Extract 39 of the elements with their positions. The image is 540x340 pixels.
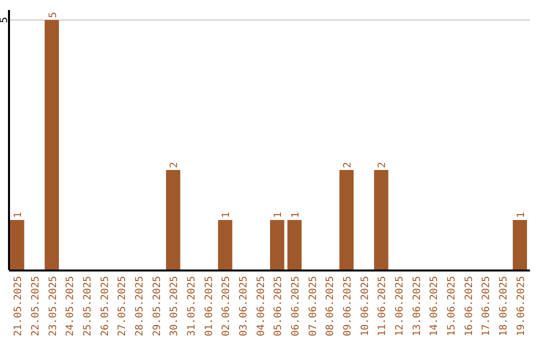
data-label: 1 — [221, 212, 232, 218]
x-tick-label: 13.06.2025 — [412, 276, 423, 336]
x-tick-label: 31.05.2025 — [186, 276, 198, 336]
x-tick-label: 03.06.2025 — [238, 276, 250, 336]
x-tick-label: 15.06.2025 — [446, 276, 458, 336]
x-tick-label: 02.06.2025 — [221, 276, 232, 336]
x-tick-label: 21.05.2025 — [13, 276, 24, 336]
x-tick-label: 01.06.2025 — [204, 276, 215, 336]
data-label: 1 — [13, 212, 24, 218]
x-tick-label: 06.06.2025 — [290, 276, 302, 336]
data-label: 2 — [377, 162, 388, 168]
x-tick-label: 08.06.2025 — [325, 276, 336, 336]
x-tick-label: 10.06.2025 — [360, 276, 371, 336]
x-tick-label: 25.05.2025 — [82, 276, 94, 336]
data-label: 1 — [516, 212, 527, 218]
x-tick-label: 16.06.2025 — [464, 276, 475, 336]
data-label: 1 — [290, 212, 302, 218]
x-tick-label: 12.06.2025 — [394, 276, 406, 336]
data-label: 1 — [273, 212, 284, 218]
data-label: 5 — [48, 12, 59, 18]
x-tick-label: 23.05.2025 — [48, 276, 59, 336]
x-tick-label: 17.06.2025 — [481, 276, 492, 336]
x-tick-label: 11.06.2025 — [377, 276, 388, 336]
x-tick-label: 19.06.2025 — [516, 276, 527, 336]
x-tick-label: 05.06.2025 — [273, 276, 284, 336]
x-tick-label: 07.06.2025 — [308, 276, 319, 336]
x-tick-label: 29.05.2025 — [152, 276, 163, 336]
x-tick-label: 24.05.2025 — [65, 276, 76, 336]
x-tick-label: 14.06.2025 — [429, 276, 440, 336]
data-label: 2 — [169, 162, 180, 168]
x-tick-label: 09.06.2025 — [342, 276, 354, 336]
x-tick-label: 26.05.2025 — [100, 276, 111, 336]
x-tick-label: 30.05.2025 — [169, 276, 180, 336]
x-tick-label: 22.05.2025 — [30, 276, 42, 336]
x-tick-label: 18.06.2025 — [498, 276, 510, 336]
x-tick-label: 27.05.2025 — [117, 276, 128, 336]
x-tick-label: 04.06.2025 — [256, 276, 267, 336]
x-tick-label: 28.05.2025 — [134, 276, 146, 336]
data-label: 2 — [342, 162, 354, 168]
